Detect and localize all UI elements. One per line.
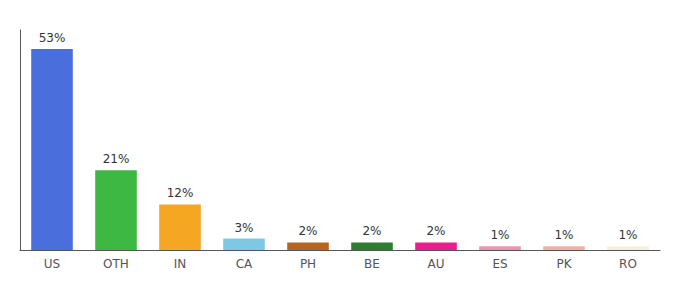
svg-text:PK: PK — [556, 257, 572, 271]
svg-text:PH: PH — [300, 257, 316, 271]
svg-text:BE: BE — [364, 257, 380, 271]
svg-text:US: US — [44, 257, 60, 271]
svg-text:1%: 1% — [618, 228, 637, 242]
svg-text:53%: 53% — [39, 31, 66, 45]
svg-text:IN: IN — [174, 257, 187, 271]
svg-text:12%: 12% — [167, 186, 194, 200]
svg-text:1%: 1% — [490, 228, 509, 242]
svg-text:2%: 2% — [426, 224, 445, 238]
svg-text:RO: RO — [619, 257, 637, 271]
svg-text:2%: 2% — [298, 224, 317, 238]
svg-text:AU: AU — [428, 257, 445, 271]
svg-text:21%: 21% — [103, 152, 130, 166]
svg-text:CA: CA — [236, 257, 253, 271]
svg-text:2%: 2% — [362, 224, 381, 238]
svg-text:ES: ES — [492, 257, 507, 271]
svg-text:1%: 1% — [554, 228, 573, 242]
svg-text:OTH: OTH — [103, 257, 129, 271]
svg-text:3%: 3% — [234, 221, 253, 235]
